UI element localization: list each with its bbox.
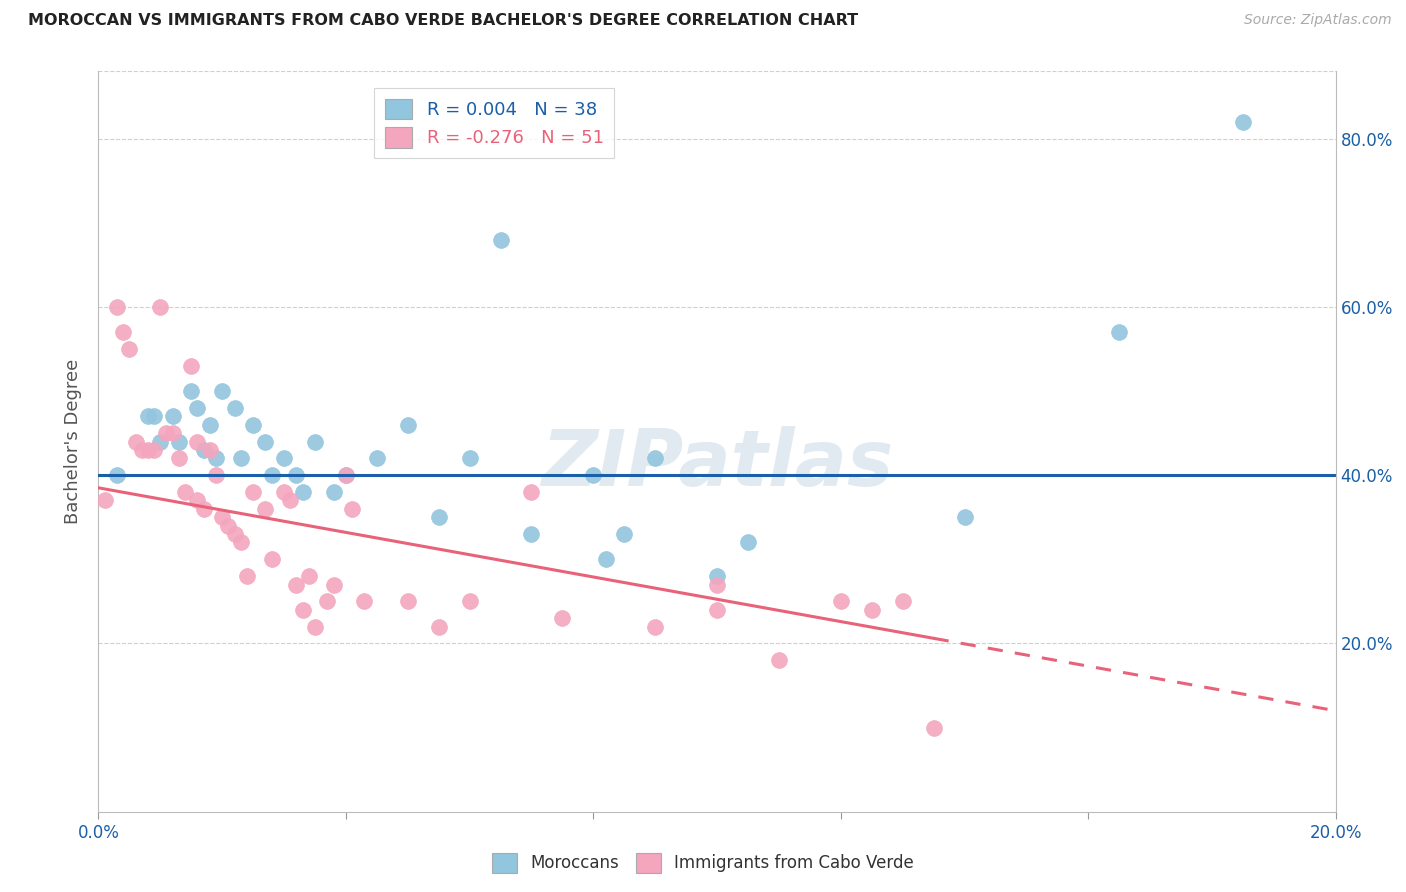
Point bbox=[706, 577, 728, 591]
Point bbox=[229, 535, 252, 549]
Point bbox=[167, 434, 190, 449]
Point bbox=[193, 501, 215, 516]
Point bbox=[1232, 115, 1254, 129]
Point bbox=[396, 594, 419, 608]
Legend: Moroccans, Immigrants from Cabo Verde: Moroccans, Immigrants from Cabo Verde bbox=[485, 847, 921, 880]
Point bbox=[644, 451, 666, 466]
Point bbox=[260, 468, 283, 483]
Point bbox=[149, 434, 172, 449]
Point bbox=[706, 569, 728, 583]
Point bbox=[136, 409, 159, 424]
Point bbox=[254, 501, 277, 516]
Point bbox=[131, 442, 153, 457]
Point bbox=[273, 451, 295, 466]
Point bbox=[335, 468, 357, 483]
Point bbox=[551, 611, 574, 625]
Point bbox=[198, 417, 221, 432]
Point bbox=[211, 510, 233, 524]
Point bbox=[340, 501, 363, 516]
Point bbox=[582, 468, 605, 483]
Point bbox=[167, 451, 190, 466]
Point bbox=[366, 451, 388, 466]
Point bbox=[285, 577, 308, 591]
Point bbox=[112, 325, 135, 339]
Point bbox=[273, 485, 295, 500]
Point bbox=[254, 434, 277, 449]
Point bbox=[322, 485, 344, 500]
Point bbox=[458, 594, 481, 608]
Point bbox=[198, 442, 221, 457]
Point bbox=[236, 569, 259, 583]
Point bbox=[304, 434, 326, 449]
Point bbox=[285, 468, 308, 483]
Text: MOROCCAN VS IMMIGRANTS FROM CABO VERDE BACHELOR'S DEGREE CORRELATION CHART: MOROCCAN VS IMMIGRANTS FROM CABO VERDE B… bbox=[28, 13, 858, 29]
Point bbox=[335, 468, 357, 483]
Point bbox=[124, 434, 146, 449]
Point bbox=[613, 527, 636, 541]
Legend: R = 0.004   N = 38, R = -0.276   N = 51: R = 0.004 N = 38, R = -0.276 N = 51 bbox=[374, 87, 614, 159]
Point bbox=[291, 485, 314, 500]
Point bbox=[205, 451, 228, 466]
Point bbox=[205, 468, 228, 483]
Point bbox=[860, 603, 883, 617]
Point bbox=[242, 485, 264, 500]
Point bbox=[489, 233, 512, 247]
Point bbox=[229, 451, 252, 466]
Point bbox=[830, 594, 852, 608]
Point bbox=[353, 594, 375, 608]
Point bbox=[595, 552, 617, 566]
Point bbox=[180, 384, 202, 398]
Point bbox=[316, 594, 339, 608]
Point bbox=[322, 577, 344, 591]
Text: ZIPatlas: ZIPatlas bbox=[541, 425, 893, 502]
Point bbox=[155, 426, 177, 441]
Y-axis label: Bachelor's Degree: Bachelor's Degree bbox=[65, 359, 83, 524]
Point bbox=[427, 510, 450, 524]
Point bbox=[93, 493, 115, 508]
Point bbox=[427, 619, 450, 633]
Point bbox=[217, 518, 239, 533]
Point bbox=[224, 527, 246, 541]
Point bbox=[242, 417, 264, 432]
Point bbox=[193, 442, 215, 457]
Point bbox=[458, 451, 481, 466]
Point bbox=[211, 384, 233, 398]
Point bbox=[162, 409, 184, 424]
Point bbox=[291, 603, 314, 617]
Point bbox=[644, 619, 666, 633]
Point bbox=[136, 442, 159, 457]
Point bbox=[224, 401, 246, 415]
Point bbox=[953, 510, 976, 524]
Point bbox=[143, 442, 166, 457]
Point bbox=[304, 619, 326, 633]
Point bbox=[396, 417, 419, 432]
Point bbox=[737, 535, 759, 549]
Point bbox=[1108, 325, 1130, 339]
Point bbox=[149, 300, 172, 314]
Point bbox=[520, 485, 543, 500]
Point bbox=[162, 426, 184, 441]
Point bbox=[180, 359, 202, 373]
Point bbox=[186, 434, 208, 449]
Point bbox=[298, 569, 321, 583]
Text: Source: ZipAtlas.com: Source: ZipAtlas.com bbox=[1244, 13, 1392, 28]
Point bbox=[922, 721, 945, 735]
Point bbox=[105, 468, 128, 483]
Point bbox=[520, 527, 543, 541]
Point bbox=[186, 493, 208, 508]
Point bbox=[768, 653, 790, 667]
Point bbox=[105, 300, 128, 314]
Point bbox=[143, 409, 166, 424]
Point bbox=[706, 603, 728, 617]
Point bbox=[186, 401, 208, 415]
Point bbox=[260, 552, 283, 566]
Point bbox=[278, 493, 301, 508]
Point bbox=[118, 342, 141, 356]
Point bbox=[174, 485, 197, 500]
Point bbox=[891, 594, 914, 608]
